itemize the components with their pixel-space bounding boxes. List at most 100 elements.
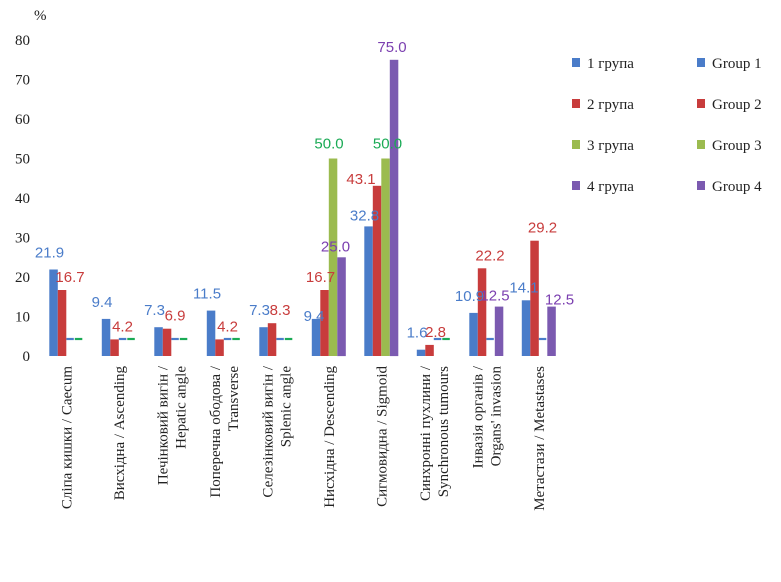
category-label-line: Селезінковий вигін /: [260, 365, 276, 497]
y-tick-label: 30: [15, 231, 30, 247]
value-label: 7.3: [249, 302, 270, 319]
value-labels: 21.916.79.44.27.3 6.911.54.27.3 8.3 9.416.7…: [35, 39, 574, 342]
legend-swatch: [572, 99, 580, 108]
value-label: 4.2: [217, 318, 238, 335]
category-label-line: Transverse: [226, 366, 242, 432]
y-axis-ticks: 0 10 20 30 40 50 60 70 80: [15, 33, 30, 365]
value-label: 11.5: [193, 286, 221, 303]
bar: [477, 268, 487, 356]
category-label-line: Метастази / Metastases: [532, 366, 548, 511]
value-label: 9.4: [304, 308, 325, 325]
legend-label: 1 група: [587, 56, 634, 72]
bar: [337, 257, 346, 357]
legend-label-en: Group 4: [712, 179, 762, 195]
category-label: Синхронні пухлини / Synchronous tumours: [418, 365, 452, 501]
legend-swatch-en: [697, 99, 705, 108]
category-label-line: Висхідна / Ascending: [112, 366, 128, 501]
bar: [206, 310, 216, 356]
category-label-line: Нисхідна / Descending: [322, 366, 338, 508]
value-label: 12.5: [545, 292, 574, 309]
category-label-line: Сліпа кишки / Caecum: [59, 366, 75, 509]
bar: [267, 323, 277, 356]
category-label-line: Сигмовидна / Sigmoid: [374, 366, 390, 507]
value-label: 6.9: [165, 308, 186, 325]
value-label: 1.6: [407, 325, 428, 342]
value-label: 50.0: [314, 136, 343, 153]
bar: [101, 318, 111, 356]
category-label-line: Hepatic angle: [173, 366, 189, 449]
legend-swatch: [572, 58, 580, 67]
bar: [530, 240, 539, 356]
value-label: 7.3: [144, 302, 165, 319]
bar: [389, 59, 399, 357]
value-label: 29.2: [528, 220, 557, 237]
legend: 1 група Group 1 2 група Group 2 3 група Group…: [572, 56, 762, 195]
value-label: 21.9: [35, 245, 64, 262]
bar: [328, 158, 338, 356]
bar: [57, 290, 67, 356]
legend-label-en: Group 2: [712, 97, 762, 113]
legend-swatch: [572, 140, 580, 149]
category-label: Нисхідна / Descending: [322, 366, 338, 508]
value-label: 16.7: [306, 269, 335, 286]
category-label: Висхідна / Ascending: [112, 366, 128, 501]
bar: [215, 339, 224, 356]
y-tick-label: 70: [15, 73, 30, 89]
value-label: 25.0: [321, 238, 350, 255]
category-label-line: Synchronous tumours: [436, 366, 452, 497]
category-label-line: Поперечна ободова /: [208, 365, 224, 497]
category-label: Поперечна ободова / Transverse: [208, 365, 242, 497]
category-label: Селезінковий вигін / Splenic angle: [260, 365, 294, 497]
category-label: Сліпа кишки / Caecum: [59, 366, 75, 509]
value-label: 75.0: [377, 39, 406, 56]
bar: [469, 312, 478, 356]
value-label: 14.1: [509, 279, 538, 296]
value-label: 50.0: [373, 136, 402, 153]
legend-label-en: Group 1: [712, 56, 762, 72]
bar: [154, 327, 163, 356]
legend-label-en: Group 3: [712, 138, 762, 154]
value-label: 2.8: [425, 324, 446, 341]
category-label-line: Organs' invasion: [488, 366, 504, 467]
legend-label: 2 група: [587, 97, 634, 113]
y-tick-label: 20: [15, 270, 30, 286]
y-axis-label: %: [34, 8, 47, 24]
value-label: 4.2: [112, 318, 133, 335]
category-label-line: Splenic angle: [278, 366, 294, 448]
legend-swatch-en: [697, 181, 705, 190]
category-label: Інвазія органів / Organs' invasion: [470, 365, 504, 468]
bar: [110, 339, 119, 356]
value-label: 9.4: [92, 294, 113, 311]
category-label: Сигмовидна / Sigmoid: [374, 366, 390, 507]
legend-swatch: [572, 181, 580, 190]
bar: [425, 344, 434, 356]
value-label: 22.2: [475, 247, 504, 264]
legend-label: 4 група: [587, 179, 634, 195]
value-label: 10.9: [455, 288, 484, 305]
category-label-line: Печінковий вигін /: [155, 365, 171, 485]
value-label: 43.1: [346, 171, 375, 188]
bar: [162, 328, 172, 356]
bar: [49, 269, 58, 356]
y-tick-label: 0: [23, 349, 31, 365]
bar: [494, 306, 504, 356]
value-label: 8.3: [270, 302, 291, 319]
bar: [311, 318, 321, 356]
bars: [49, 59, 556, 357]
bar: [416, 349, 426, 356]
value-label: 16.7: [55, 269, 84, 286]
legend-swatch-en: [697, 140, 705, 149]
y-tick-label: 10: [15, 310, 30, 326]
category-labels: Сліпа кишки / Caecum Висхідна / Ascending…: [59, 365, 548, 511]
y-tick-label: 80: [15, 33, 30, 49]
category-label: Метастази / Metastases: [532, 366, 548, 511]
bar: [372, 185, 382, 356]
value-label: 12.5: [480, 288, 509, 305]
y-tick-label: 40: [15, 191, 30, 207]
bar: [521, 300, 531, 356]
category-label-line: Синхронні пухлини /: [418, 365, 434, 501]
value-label: 32.8: [350, 207, 379, 224]
bar: [320, 290, 329, 356]
bar: [381, 158, 390, 356]
